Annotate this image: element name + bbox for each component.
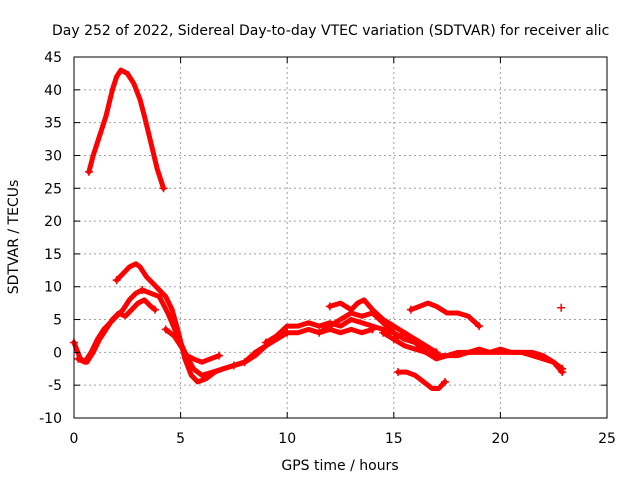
x-tick-label: 20: [491, 431, 509, 447]
series-endpoint: [558, 368, 567, 377]
series-endpoint: [389, 335, 398, 344]
y-tick-label: -5: [48, 378, 62, 394]
series-endpoint: [379, 328, 388, 337]
x-tick-label: 25: [598, 431, 616, 447]
y-tick-label: 45: [44, 50, 62, 66]
series-track-afternoon-a: [231, 326, 375, 368]
series-endpoint: [229, 361, 238, 370]
series-endpoint: [261, 338, 270, 347]
y-tick-label: 10: [44, 280, 62, 296]
y-tick-label: 15: [44, 247, 62, 263]
x-tick-label: 15: [385, 431, 403, 447]
series-endpoint: [440, 377, 449, 386]
series-endpoint: [394, 368, 403, 377]
x-tick-label: 0: [70, 431, 79, 447]
y-tick-label: 35: [44, 116, 62, 132]
series-track-evening-b: [391, 330, 565, 375]
series-track-spike-b: [316, 310, 429, 352]
series-track-descent-b: [163, 326, 222, 365]
plot-frame: [73, 56, 608, 419]
series-endpoint: [112, 276, 121, 285]
chart-title: Day 252 of 2022, Sidereal Day-to-day VTE…: [52, 23, 609, 39]
series-track-morning-b: [75, 287, 145, 365]
series-layer: [70, 67, 567, 391]
y-tick-label: 40: [44, 83, 62, 99]
y-tick-label: 20: [44, 214, 62, 230]
series-endpoint: [214, 351, 223, 360]
tick-layer: 0 5 10 15 20 25 -10 -5 0 5 10 15 20 25 30 35 40 45: [39, 50, 616, 447]
series-endpoint: [151, 305, 160, 314]
series-track-afternoon-b: [263, 317, 397, 345]
series-endpoint: [159, 184, 168, 193]
y-tick-label: -10: [39, 411, 62, 427]
series-endpoint: [84, 167, 93, 176]
series-endpoint: [475, 322, 484, 331]
series-endpoint: [406, 305, 415, 314]
series-track-lower-evening: [395, 369, 448, 391]
series-track-descent-a: [139, 287, 290, 378]
grid-layer: [74, 57, 607, 418]
series-endpoint: [74, 354, 83, 363]
y-tick-label: 30: [44, 148, 62, 164]
series-endpoint: [315, 328, 324, 337]
series-track-upper-evening: [408, 300, 482, 329]
x-axis-label: GPS time / hours: [281, 458, 398, 474]
series-endpoint: [138, 286, 147, 295]
series-track-high-peak: [86, 67, 166, 191]
x-tick-label: 5: [176, 431, 185, 447]
y-tick-label: 0: [53, 345, 62, 361]
y-tick-label: 25: [44, 181, 62, 197]
y-axis-label: SDTVAR / TECUs: [6, 180, 22, 295]
data-point: [557, 303, 566, 312]
x-tick-label: 10: [278, 431, 296, 447]
series-endpoint: [161, 325, 170, 334]
series-endpoint: [325, 302, 334, 311]
y-tick-label: 5: [53, 313, 62, 329]
